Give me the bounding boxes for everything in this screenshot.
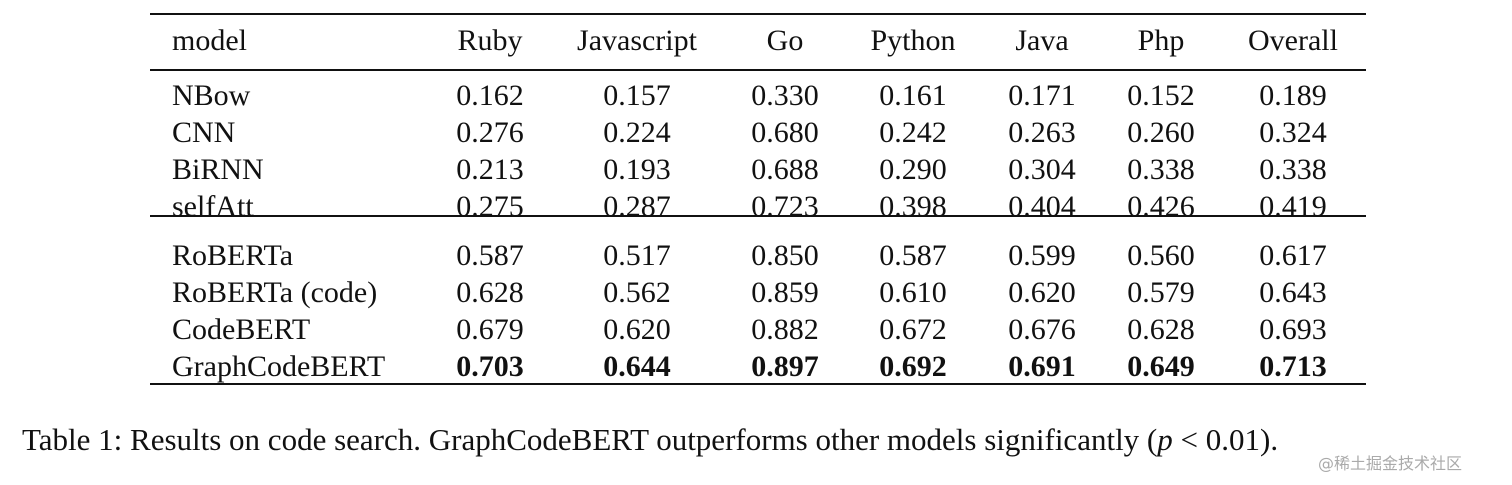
score: 0.276 bbox=[456, 116, 524, 149]
score: 0.426 bbox=[1127, 190, 1195, 223]
score: 0.628 bbox=[1127, 313, 1195, 346]
score: 0.171 bbox=[1008, 79, 1076, 112]
score: 0.287 bbox=[603, 190, 671, 223]
model-name: NBow bbox=[172, 79, 251, 112]
score: 0.672 bbox=[879, 313, 947, 346]
score: 0.404 bbox=[1008, 190, 1076, 223]
score: 0.703 bbox=[456, 350, 524, 383]
score: 0.419 bbox=[1259, 190, 1327, 223]
score: 0.688 bbox=[751, 153, 819, 186]
score: 0.213 bbox=[456, 153, 524, 186]
caption-text: Table 1: Results on code search. GraphCo… bbox=[22, 422, 1158, 457]
column-header: Go bbox=[766, 24, 804, 57]
column-header: Overall bbox=[1248, 24, 1338, 57]
score: 0.152 bbox=[1127, 79, 1195, 112]
score: 0.338 bbox=[1127, 153, 1195, 186]
score: 0.224 bbox=[603, 116, 671, 149]
score: 0.560 bbox=[1127, 239, 1195, 272]
column-header: Java bbox=[1015, 24, 1069, 57]
score: 0.275 bbox=[456, 190, 524, 223]
score: 0.692 bbox=[879, 350, 947, 383]
score: 0.260 bbox=[1127, 116, 1195, 149]
score: 0.620 bbox=[1008, 276, 1076, 309]
score: 0.680 bbox=[751, 116, 819, 149]
score: 0.517 bbox=[603, 239, 671, 272]
score: 0.599 bbox=[1008, 239, 1076, 272]
score: 0.649 bbox=[1127, 350, 1195, 383]
header-rule bbox=[150, 69, 1366, 71]
score: 0.324 bbox=[1259, 116, 1327, 149]
score: 0.587 bbox=[879, 239, 947, 272]
score: 0.193 bbox=[603, 153, 671, 186]
column-header: Php bbox=[1137, 24, 1185, 57]
score: 0.628 bbox=[456, 276, 524, 309]
score: 0.338 bbox=[1259, 153, 1327, 186]
score: 0.620 bbox=[603, 313, 671, 346]
score: 0.691 bbox=[1008, 350, 1076, 383]
column-header: Python bbox=[870, 24, 956, 57]
model-name: CNN bbox=[172, 116, 236, 149]
model-name: RoBERTa bbox=[172, 239, 294, 272]
score: 0.330 bbox=[751, 79, 819, 112]
score: 0.242 bbox=[879, 116, 947, 149]
score: 0.643 bbox=[1259, 276, 1327, 309]
score: 0.398 bbox=[879, 190, 947, 223]
score: 0.850 bbox=[751, 239, 819, 272]
column-header: Ruby bbox=[457, 24, 523, 57]
column-header: model bbox=[172, 24, 247, 57]
caption: Table 1: Results on code search. GraphCo… bbox=[22, 422, 1278, 458]
score: 0.304 bbox=[1008, 153, 1076, 186]
score: 0.189 bbox=[1259, 79, 1327, 112]
caption-text: ). bbox=[1260, 422, 1279, 457]
score: 0.162 bbox=[456, 79, 524, 112]
score: 0.693 bbox=[1259, 313, 1327, 346]
model-name: RoBERTa (code) bbox=[172, 276, 378, 309]
model-name: BiRNN bbox=[172, 153, 264, 186]
score: 0.290 bbox=[879, 153, 947, 186]
caption-math: p bbox=[1157, 422, 1173, 457]
score: 0.644 bbox=[603, 350, 671, 383]
caption-math: < 0.01 bbox=[1172, 422, 1260, 457]
group-rule bbox=[150, 215, 1366, 217]
score: 0.723 bbox=[751, 190, 819, 223]
model-name: CodeBERT bbox=[172, 313, 311, 346]
score: 0.587 bbox=[456, 239, 524, 272]
score: 0.676 bbox=[1008, 313, 1076, 346]
score: 0.579 bbox=[1127, 276, 1195, 309]
score: 0.897 bbox=[751, 350, 819, 383]
top-rule bbox=[150, 13, 1366, 15]
score: 0.679 bbox=[456, 313, 524, 346]
watermark: @稀土掘金技术社区 bbox=[1318, 454, 1463, 473]
column-header: Javascript bbox=[577, 24, 697, 57]
score: 0.263 bbox=[1008, 116, 1076, 149]
model-name: selfAtt bbox=[172, 190, 254, 223]
score: 0.617 bbox=[1259, 239, 1327, 272]
score: 0.562 bbox=[603, 276, 671, 309]
bottom-rule bbox=[150, 383, 1366, 385]
score: 0.859 bbox=[751, 276, 819, 309]
score: 0.713 bbox=[1259, 350, 1327, 383]
score: 0.610 bbox=[879, 276, 947, 309]
score: 0.161 bbox=[879, 79, 947, 112]
score: 0.882 bbox=[751, 313, 819, 346]
score: 0.157 bbox=[603, 79, 671, 112]
model-name: GraphCodeBERT bbox=[172, 350, 386, 383]
